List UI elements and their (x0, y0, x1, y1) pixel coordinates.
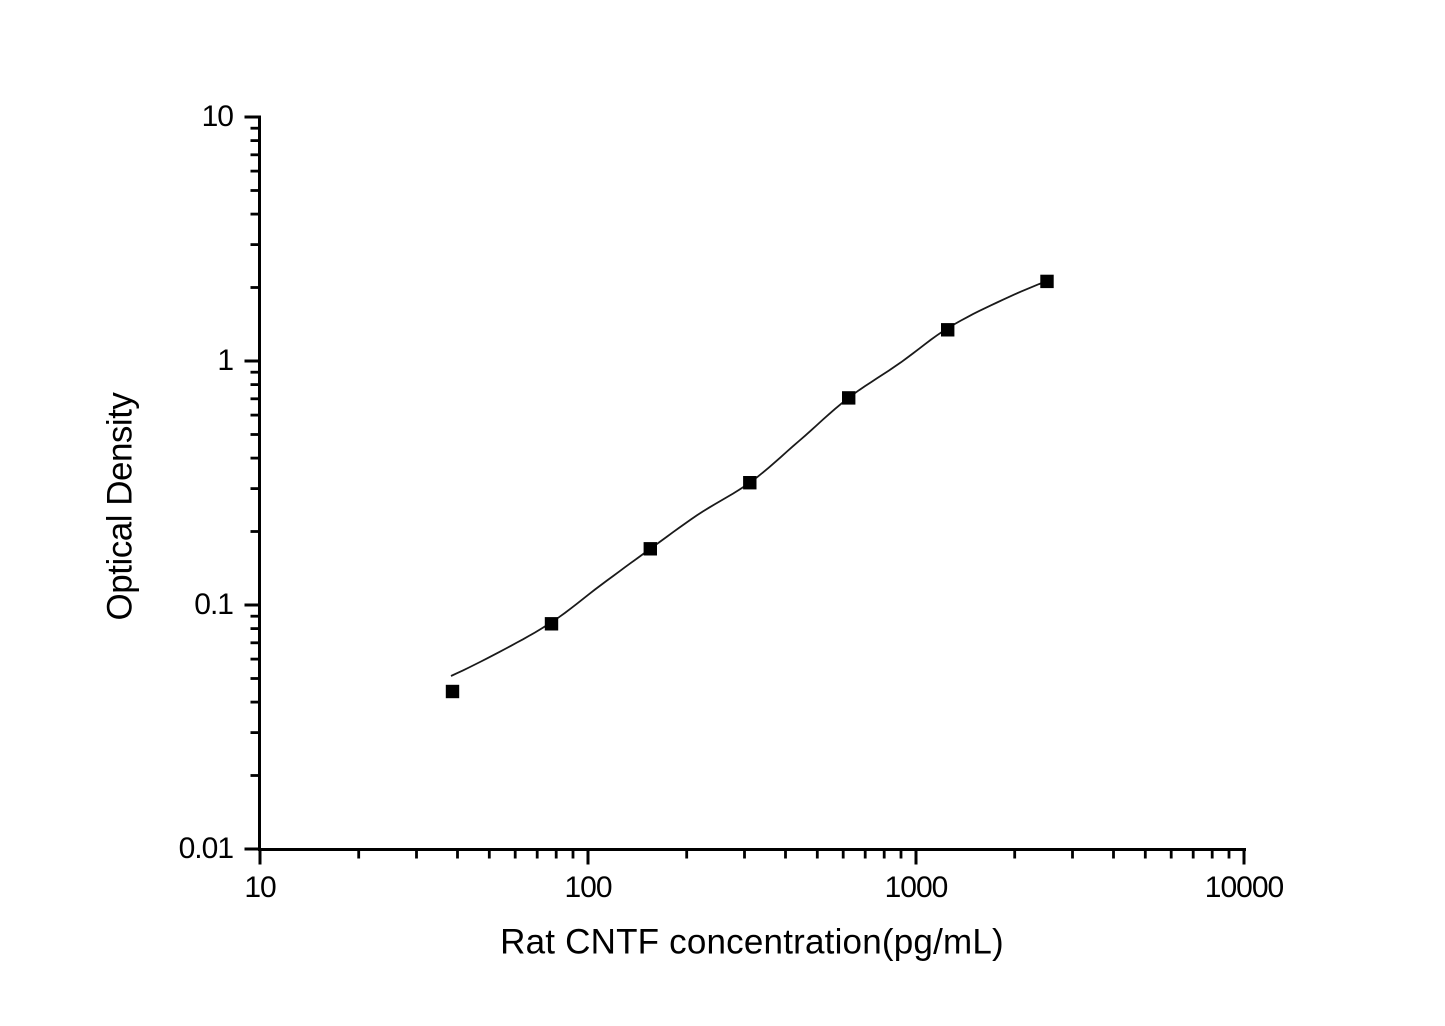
svg-text:0.1: 0.1 (194, 588, 233, 621)
svg-text:100: 100 (564, 871, 611, 904)
svg-text:10: 10 (202, 100, 234, 133)
svg-text:Rat CNTF concentration(pg/mL): Rat CNTF concentration(pg/mL) (500, 923, 1004, 962)
svg-text:1000: 1000 (885, 871, 948, 904)
svg-text:Optical Density: Optical Density (101, 392, 140, 621)
svg-text:0.01: 0.01 (179, 832, 234, 865)
svg-text:1: 1 (217, 344, 233, 377)
svg-text:10000: 10000 (1205, 871, 1284, 904)
svg-text:10: 10 (244, 871, 276, 904)
